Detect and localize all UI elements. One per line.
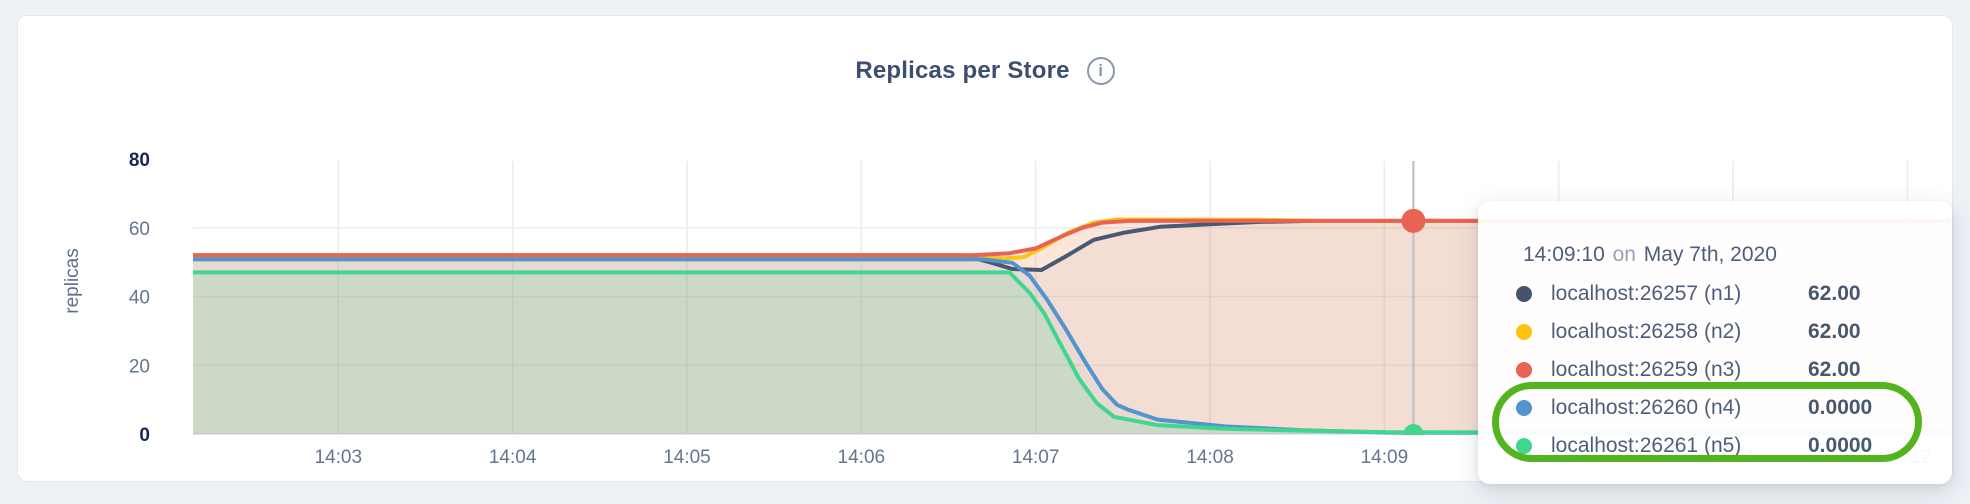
- series-label: localhost:26258 (n2): [1551, 320, 1742, 343]
- chart-title: Replicas per Store: [855, 57, 1070, 84]
- tooltip-rows: localhost:26257 (n1) 62.00 localhost:26258…: [1516, 275, 1936, 465]
- series-label: localhost:26260 (n4): [1551, 396, 1742, 419]
- series-label: localhost:26257 (n1): [1551, 282, 1742, 305]
- svg-text:14:05: 14:05: [663, 447, 711, 468]
- series-label: localhost:26261 (n5): [1551, 434, 1742, 457]
- series-color-dot: [1516, 400, 1532, 416]
- tooltip-timestamp: 14:09:10 on May 7th, 2020: [1523, 243, 1777, 267]
- svg-text:14:03: 14:03: [315, 447, 363, 468]
- svg-text:0: 0: [139, 425, 150, 446]
- svg-text:14:06: 14:06: [838, 447, 886, 468]
- tooltip-time: 14:09:10: [1523, 243, 1605, 266]
- tooltip-series-row: localhost:26261 (n5) 0.0000: [1516, 427, 1936, 465]
- svg-text:20: 20: [129, 356, 150, 377]
- hover-tooltip: 14:09:10 on May 7th, 2020 localhost:2625…: [1478, 201, 1952, 484]
- chart-card: 14:0314:0414:0514:0614:0714:0814:0914:10…: [17, 15, 1953, 484]
- tooltip-connector: on: [1612, 243, 1636, 266]
- y-axis-title: replicas: [62, 248, 83, 314]
- svg-text:40: 40: [129, 288, 150, 309]
- svg-text:14:07: 14:07: [1012, 447, 1060, 468]
- tooltip-series-row: localhost:26258 (n2) 62.00: [1516, 313, 1936, 351]
- series-color-dot: [1516, 362, 1532, 378]
- series-color-dot: [1516, 438, 1532, 454]
- svg-text:60: 60: [129, 219, 150, 240]
- chart-header: Replicas per Store i: [18, 57, 1952, 85]
- tooltip-series-row: localhost:26260 (n4) 0.0000: [1516, 389, 1936, 427]
- hover-dots: [1401, 208, 1426, 435]
- svg-text:14:09: 14:09: [1361, 447, 1409, 468]
- series-color-dot: [1516, 286, 1532, 302]
- tooltip-series-row: localhost:26257 (n1) 62.00: [1516, 275, 1936, 313]
- series-value: 62.00: [1808, 358, 1861, 381]
- svg-text:80: 80: [129, 150, 150, 171]
- series-value: 0.0000: [1808, 396, 1873, 419]
- info-icon[interactable]: i: [1086, 57, 1115, 85]
- series-color-dot: [1516, 324, 1532, 340]
- series-value: 62.00: [1808, 282, 1861, 305]
- svg-text:14:04: 14:04: [489, 447, 537, 468]
- tooltip-series-row: localhost:26259 (n3) 62.00: [1516, 351, 1936, 389]
- series-value: 0.0000: [1808, 434, 1873, 457]
- tooltip-date: May 7th, 2020: [1643, 243, 1777, 266]
- series-value: 62.00: [1808, 320, 1861, 343]
- series-label: localhost:26259 (n3): [1551, 358, 1742, 381]
- y-tick-labels: 80 60 40 20 0: [129, 150, 150, 446]
- series-lines: [193, 217, 1951, 435]
- svg-text:14:08: 14:08: [1186, 447, 1234, 468]
